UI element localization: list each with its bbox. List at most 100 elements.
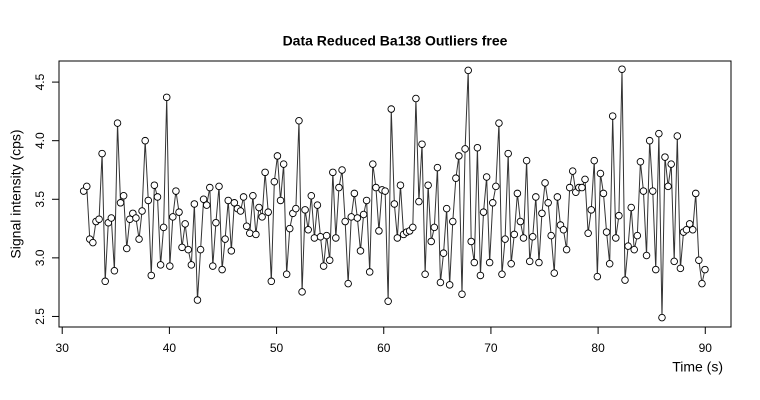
data-point (329, 168, 337, 177)
data-point (544, 199, 552, 207)
data-point (433, 163, 442, 172)
data-point (144, 196, 153, 205)
data-point (230, 199, 239, 207)
data-point (313, 201, 322, 209)
data-point (132, 214, 140, 222)
data-point (652, 265, 660, 274)
data-point (310, 234, 319, 242)
data-point (661, 153, 669, 161)
data-point (169, 213, 177, 221)
data-point (596, 169, 605, 178)
data-point (691, 189, 700, 198)
data-point (667, 160, 675, 168)
data-point (452, 174, 460, 182)
data-point (470, 258, 479, 267)
data-point (541, 179, 549, 187)
data-point (436, 278, 445, 287)
data-point (372, 183, 380, 192)
data-point (701, 265, 709, 274)
data-point (461, 145, 469, 153)
data-point (184, 245, 193, 254)
x-axis-label: Time (s) (672, 359, 723, 375)
data-point (178, 243, 186, 252)
data-point (316, 233, 325, 241)
data-point (286, 224, 294, 233)
data-point (387, 105, 395, 113)
data-point (239, 193, 248, 201)
data-point (227, 247, 236, 255)
data-point (618, 65, 626, 73)
data-point (624, 242, 632, 250)
data-point (559, 225, 568, 234)
data-point (501, 235, 509, 243)
data-point (95, 215, 103, 223)
y-tick-label: 4.0 (33, 132, 47, 149)
data-point (412, 94, 420, 103)
data-point (587, 206, 595, 214)
x-tick-label: 40 (163, 341, 177, 355)
data-point (655, 129, 663, 138)
data-point (415, 197, 423, 206)
data-point (307, 192, 316, 200)
data-point (295, 117, 303, 125)
data-point (670, 257, 678, 266)
data-point (212, 218, 220, 227)
data-point (276, 196, 285, 205)
data-point (599, 189, 608, 198)
data-point (298, 288, 306, 296)
data-point (196, 245, 205, 254)
data-point (218, 265, 226, 274)
data-point (658, 313, 666, 322)
data-point (292, 204, 300, 213)
data-point (365, 268, 374, 276)
data-point (390, 200, 399, 208)
data-point (138, 207, 146, 215)
data-point (676, 264, 685, 273)
data-point (473, 143, 482, 152)
data-point (362, 196, 371, 205)
data-point (89, 238, 97, 247)
data-point (455, 152, 463, 160)
data-point (498, 270, 506, 279)
data-point (608, 112, 617, 120)
data-point (369, 160, 377, 168)
data-point (525, 257, 534, 266)
data-point (181, 220, 189, 228)
data-point (550, 269, 559, 277)
data-point (335, 183, 343, 192)
data-point (116, 199, 125, 207)
data-point (341, 217, 349, 226)
data-point (264, 208, 272, 216)
data-point (476, 271, 485, 280)
data-point (153, 193, 162, 201)
data-point (492, 182, 500, 191)
data-point (584, 229, 592, 238)
y-tick-label: 3.5 (33, 191, 47, 208)
data-point (639, 187, 648, 195)
data-point (553, 193, 562, 201)
data-point (615, 211, 623, 220)
data-point (645, 136, 654, 145)
data-point (458, 290, 466, 298)
y-axis-label: Signal intensity (cps) (8, 129, 24, 258)
data-point (621, 276, 629, 284)
data-point (593, 272, 602, 281)
data-point (255, 203, 263, 212)
data-point (430, 223, 439, 232)
data-point (162, 93, 171, 102)
data-point (396, 181, 405, 189)
data-point (479, 208, 488, 216)
data-point (159, 223, 168, 232)
data-point (513, 189, 522, 198)
data-point (516, 217, 525, 226)
data-point (261, 168, 269, 177)
data-point (538, 209, 546, 218)
data-point (246, 229, 254, 238)
data-point (605, 259, 614, 268)
data-point (224, 196, 232, 205)
data-point (101, 277, 109, 286)
data-point (267, 277, 276, 286)
plot-box (58, 60, 732, 328)
data-point (375, 227, 383, 235)
